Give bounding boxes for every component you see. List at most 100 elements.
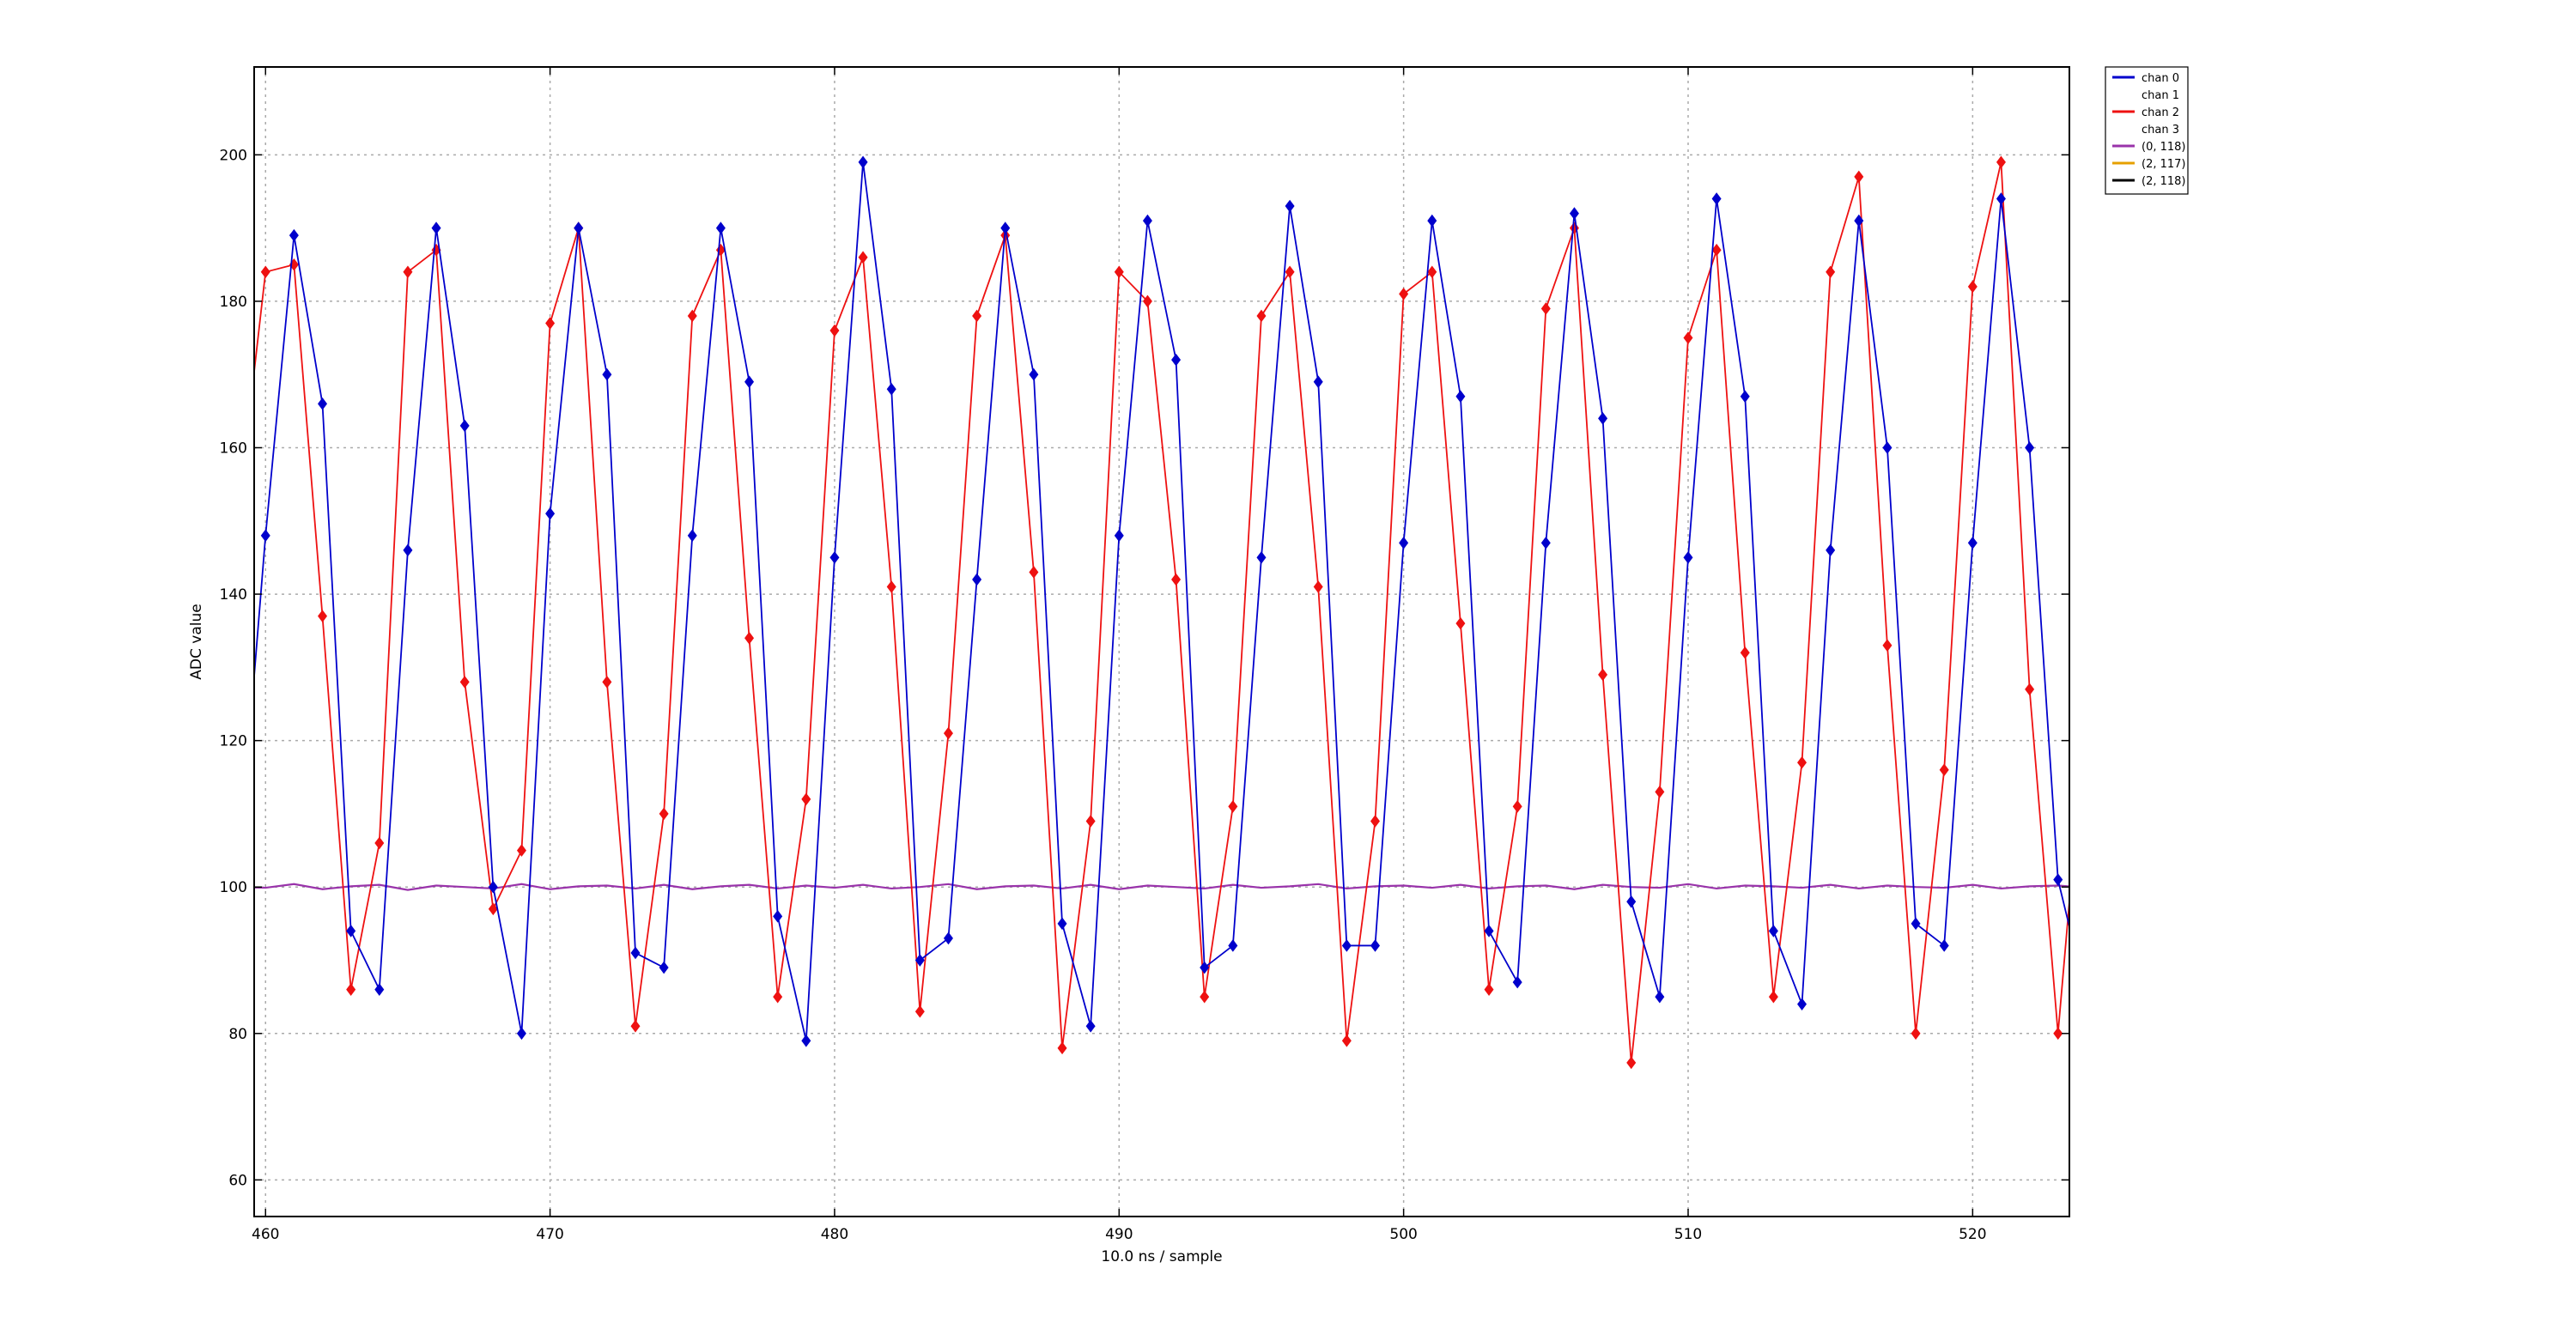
data-point — [2082, 992, 2091, 1003]
data-point — [1655, 786, 1665, 798]
data-point — [1711, 243, 1722, 257]
data-point — [602, 367, 612, 381]
data-point — [1967, 280, 1978, 294]
data-point — [1114, 529, 1124, 543]
data-point — [1341, 939, 1352, 952]
data-point — [1085, 1019, 1096, 1033]
data-point — [516, 844, 526, 857]
data-point — [1882, 441, 1893, 454]
legend-label: chan 0 — [2142, 72, 2179, 85]
data-point — [2025, 683, 2035, 696]
x-tick-label: 480 — [821, 1226, 848, 1243]
data-point — [858, 251, 868, 264]
data-point — [1768, 925, 1778, 937]
y-tick-label: 200 — [220, 147, 247, 164]
data-point — [1512, 975, 1522, 989]
data-point — [773, 909, 783, 923]
data-point — [1854, 214, 1864, 228]
data-point — [1996, 192, 2006, 205]
data-point — [2025, 441, 2035, 454]
data-point — [1797, 998, 1807, 1011]
series-chan-2 — [254, 155, 2069, 1070]
x-axis-title: 10.0 ns / sample — [1101, 1248, 1222, 1265]
data-point — [1598, 412, 1608, 425]
y-tick-label: 100 — [220, 879, 247, 896]
data-point — [1512, 800, 1522, 813]
grid — [254, 67, 2069, 1217]
y-tick-label: 80 — [228, 1026, 247, 1043]
legend: chan 0 chan 1 chan 2 chan 3 (0, 118) (2, 117)… — [2105, 66, 2189, 195]
data-point — [914, 954, 925, 967]
data-point — [886, 382, 896, 396]
data-point — [1114, 265, 1124, 279]
y-tick-label: 60 — [228, 1172, 247, 1189]
data-point — [431, 221, 441, 234]
y-axis-title: ADC value — [188, 604, 205, 679]
data-point — [1626, 895, 1637, 908]
data-point — [1200, 961, 1210, 974]
legend-box — [2105, 66, 2189, 195]
x-tick-label: 470 — [536, 1226, 563, 1243]
data-point — [1540, 302, 1551, 315]
y-tick-label: 180 — [220, 294, 247, 311]
data-point — [687, 529, 697, 543]
data-point — [545, 317, 556, 330]
legend-label: (2, 117) — [2142, 158, 2186, 171]
data-point — [1569, 207, 1579, 220]
data-point — [374, 836, 385, 850]
data-point — [1171, 353, 1182, 367]
data-point — [1826, 265, 1836, 279]
data-point — [1427, 265, 1437, 279]
data-point — [488, 902, 498, 916]
data-point — [630, 946, 641, 960]
data-point — [346, 925, 356, 937]
data-point — [630, 1019, 641, 1033]
data-point — [1370, 815, 1381, 828]
data-point — [1939, 763, 1949, 777]
x-tick-label: 510 — [1674, 1226, 1702, 1243]
data-point — [687, 309, 697, 323]
data-point — [318, 610, 328, 622]
legend-label: (0, 118) — [2142, 141, 2186, 154]
data-point — [659, 807, 669, 821]
data-point — [1313, 580, 1323, 593]
data-point — [1939, 939, 1949, 952]
legend-label: (2, 118) — [2142, 175, 2186, 188]
data-point — [289, 228, 299, 242]
data-point — [1029, 367, 1039, 381]
data-point — [1683, 551, 1693, 564]
data-point — [2053, 1027, 2063, 1041]
data-point — [374, 983, 385, 996]
data-point — [801, 792, 811, 806]
data-point — [1256, 309, 1267, 323]
data-point — [1455, 390, 1466, 404]
plot-series — [254, 155, 2091, 1070]
data-point — [545, 507, 556, 520]
data-point — [1228, 800, 1238, 813]
series-line-0-118 — [254, 883, 2069, 891]
data-point — [1768, 990, 1778, 1004]
data-point — [1598, 668, 1608, 682]
data-point — [1228, 939, 1238, 952]
data-point — [459, 419, 470, 433]
data-point — [2053, 873, 2063, 887]
data-point — [1171, 573, 1182, 586]
data-point — [1484, 983, 1494, 996]
data-point — [488, 880, 498, 894]
data-point — [1911, 1027, 1921, 1041]
data-point — [1967, 537, 1978, 549]
legend-label: chan 2 — [2142, 106, 2179, 119]
data-point — [829, 324, 840, 337]
data-point — [943, 931, 953, 945]
data-point — [1142, 294, 1152, 308]
data-point — [1029, 566, 1039, 579]
data-point — [744, 375, 755, 389]
data-point — [403, 265, 413, 279]
data-point — [1826, 543, 1836, 557]
data-point — [773, 990, 783, 1004]
data-point — [1540, 537, 1551, 549]
x-tick-label: 460 — [252, 1226, 279, 1243]
data-point — [1484, 925, 1494, 937]
data-point — [1085, 815, 1096, 828]
axis-ticks: 460 470 480 490 500 510 520 60 80 100 120 140 160 180… — [220, 67, 2069, 1243]
